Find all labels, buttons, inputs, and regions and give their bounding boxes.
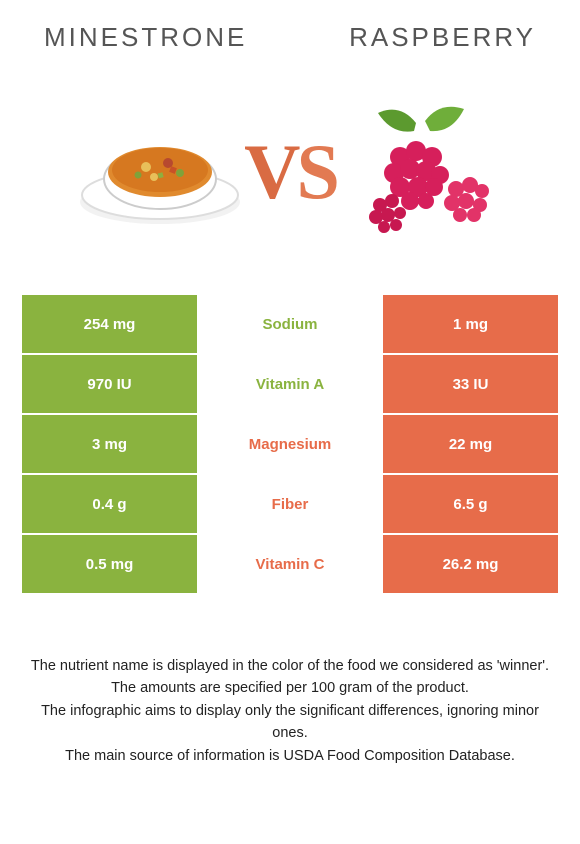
right-value: 6.5 g (383, 475, 558, 533)
right-value: 33 IU (383, 355, 558, 413)
title-row: MINESTRONE RASPBERRY (0, 0, 580, 53)
nutrient-row: 970 IUVitamin A33 IU (22, 355, 558, 415)
left-value: 970 IU (22, 355, 197, 413)
nutrient-name: Sodium (197, 295, 383, 353)
nutrient-name: Vitamin A (197, 355, 383, 413)
nutrient-table: 254 mgSodium1 mg970 IUVitamin A33 IU3 mg… (22, 295, 558, 595)
nutrient-row: 254 mgSodium1 mg (22, 295, 558, 355)
nutrient-row: 0.4 gFiber6.5 g (22, 475, 558, 535)
right-food-title: RASPBERRY (349, 22, 536, 53)
nutrient-row: 0.5 mgVitamin C26.2 mg (22, 535, 558, 595)
left-value: 254 mg (22, 295, 197, 353)
right-value: 26.2 mg (383, 535, 558, 593)
nutrient-row: 3 mgMagnesium22 mg (22, 415, 558, 475)
footer-notes: The nutrient name is displayed in the co… (28, 655, 552, 767)
nutrient-name: Fiber (197, 475, 383, 533)
infographic-page: MINESTRONE RASPBERRY VS (0, 0, 580, 844)
right-value: 1 mg (383, 295, 558, 353)
left-value: 3 mg (22, 415, 197, 473)
right-value: 22 mg (383, 415, 558, 473)
left-value: 0.4 g (22, 475, 197, 533)
vs-label: VS (244, 133, 336, 211)
footer-line: The infographic aims to display only the… (28, 700, 552, 745)
footer-line: The amounts are specified per 100 gram o… (28, 677, 552, 699)
raspberry-icon (330, 87, 510, 257)
soup-icon (70, 87, 250, 257)
left-value: 0.5 mg (22, 535, 197, 593)
nutrient-name: Vitamin C (197, 535, 383, 593)
footer-line: The nutrient name is displayed in the co… (28, 655, 552, 677)
hero-row: VS (0, 77, 580, 267)
raspberry-image (330, 87, 510, 257)
left-food-title: MINESTRONE (44, 22, 247, 53)
footer-line: The main source of information is USDA F… (28, 745, 552, 767)
minestrone-image (70, 87, 250, 257)
nutrient-name: Magnesium (197, 415, 383, 473)
